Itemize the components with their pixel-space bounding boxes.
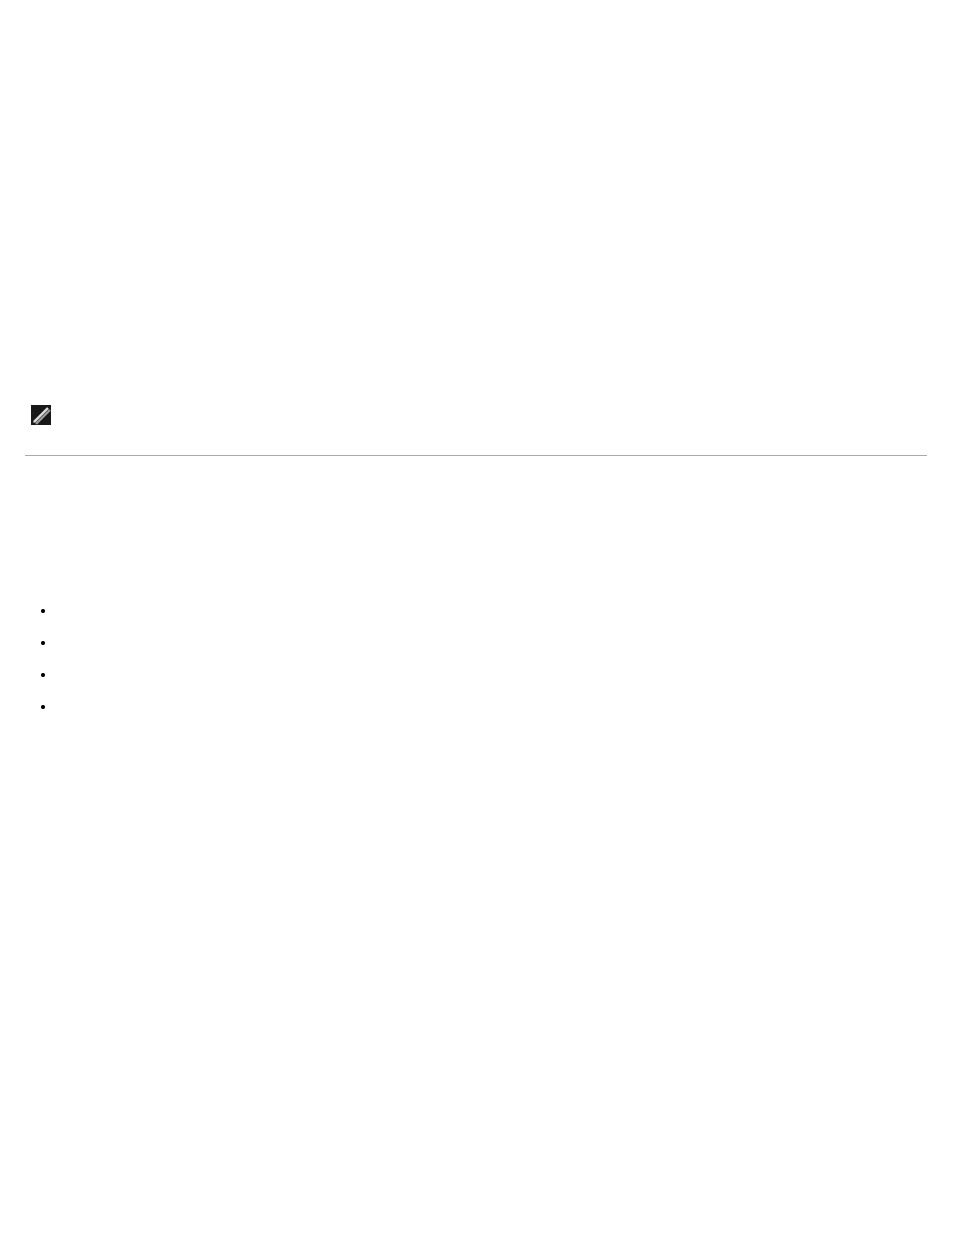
section-divider bbox=[25, 455, 927, 456]
note-icon bbox=[31, 405, 51, 425]
